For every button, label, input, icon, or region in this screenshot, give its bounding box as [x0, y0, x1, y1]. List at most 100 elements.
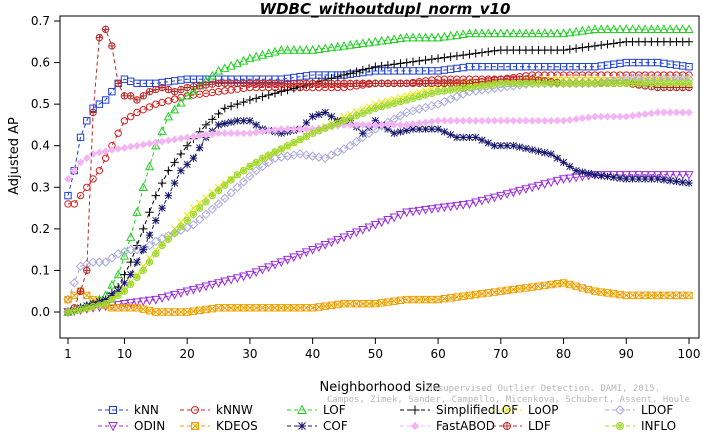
data-point: [433, 99, 443, 109]
data-point: [472, 83, 479, 90]
data-point: [152, 250, 160, 257]
legend-label: LoOP: [528, 403, 559, 417]
data-point: [441, 87, 448, 95]
data-point: [384, 121, 392, 129]
data-point: [295, 45, 305, 54]
data-point: [64, 175, 72, 183]
data-point: [353, 112, 360, 119]
data-point: [459, 133, 467, 142]
data-point: [515, 143, 524, 151]
data-point: [226, 275, 236, 285]
data-point: [151, 236, 161, 247]
data-point: [152, 86, 160, 93]
data-point: [478, 116, 486, 125]
data-point: [283, 125, 292, 133]
data-point: [239, 129, 248, 138]
data-point: [554, 80, 561, 87]
data-point: [207, 204, 217, 214]
data-point: [389, 213, 399, 223]
data-point: [183, 84, 191, 91]
data-point: [152, 85, 160, 94]
data-point: [326, 238, 337, 248]
data-point: [440, 128, 449, 136]
data-point: [334, 120, 341, 127]
data-point: [547, 80, 555, 87]
data-point: [133, 273, 141, 282]
data-point: [277, 87, 286, 96]
data-point: [370, 36, 380, 46]
data-point: [590, 24, 600, 34]
data-point: [246, 129, 254, 138]
x-tick-label: 40: [305, 347, 320, 361]
data-point: [521, 185, 531, 195]
data-point: [226, 102, 236, 111]
data-point: [233, 99, 242, 109]
data-point: [678, 108, 687, 117]
data-point: [409, 120, 417, 129]
data-point: [377, 35, 387, 45]
data-point: [127, 112, 135, 121]
data-point: [578, 114, 587, 123]
data-point: [114, 79, 122, 88]
data-point: [76, 133, 85, 142]
data-point: [439, 31, 449, 41]
data-point: [528, 146, 536, 154]
data-point: [546, 28, 556, 38]
data-point: [522, 80, 530, 87]
x-tick-label: 30: [242, 347, 257, 361]
data-point: [108, 422, 118, 432]
data-point: [547, 150, 555, 158]
legend-label: kNN: [134, 403, 159, 417]
data-point: [145, 208, 154, 217]
data-point: [371, 121, 380, 129]
data-point: [503, 116, 511, 125]
data-point: [133, 274, 141, 281]
data-point: [339, 70, 349, 80]
data-point: [428, 90, 436, 97]
data-point: [540, 28, 550, 38]
data-point: [371, 62, 380, 71]
data-point: [389, 34, 399, 43]
data-point: [164, 85, 173, 94]
data-point: [302, 132, 311, 141]
data-point: [120, 117, 129, 125]
data-point: [227, 176, 235, 184]
data-point: [464, 28, 475, 38]
data-point: [102, 300, 109, 307]
data-point: [465, 133, 474, 142]
data-point: [384, 125, 392, 133]
legend-label: kNNW: [216, 403, 253, 417]
data-point: [503, 142, 511, 150]
data-point: [233, 304, 242, 312]
data-point: [127, 270, 135, 279]
data-point: [265, 80, 272, 87]
data-point: [359, 129, 367, 137]
data-point: [660, 176, 668, 184]
data-point: [158, 84, 166, 91]
data-point: [290, 80, 298, 87]
data-point: [597, 171, 605, 180]
data-point: [177, 85, 185, 94]
data-point: [239, 272, 249, 282]
data-point: [170, 135, 179, 144]
data-point: [120, 287, 129, 295]
data-point: [409, 80, 417, 87]
data-point: [89, 109, 97, 116]
data-point: [358, 225, 368, 235]
data-point: [334, 300, 342, 309]
data-point: [278, 145, 285, 153]
data-point: [201, 282, 211, 292]
data-point: [314, 44, 324, 53]
data-point: [509, 142, 518, 150]
data-point: [384, 298, 392, 306]
data-point: [238, 177, 249, 187]
data-point: [207, 70, 217, 80]
data-point: [264, 263, 274, 273]
data-point: [234, 171, 241, 179]
data-point: [596, 40, 606, 50]
data-point: [234, 80, 241, 87]
data-point: [301, 45, 311, 54]
data-point: [214, 129, 223, 138]
data-point: [309, 80, 316, 87]
data-point: [395, 33, 406, 43]
